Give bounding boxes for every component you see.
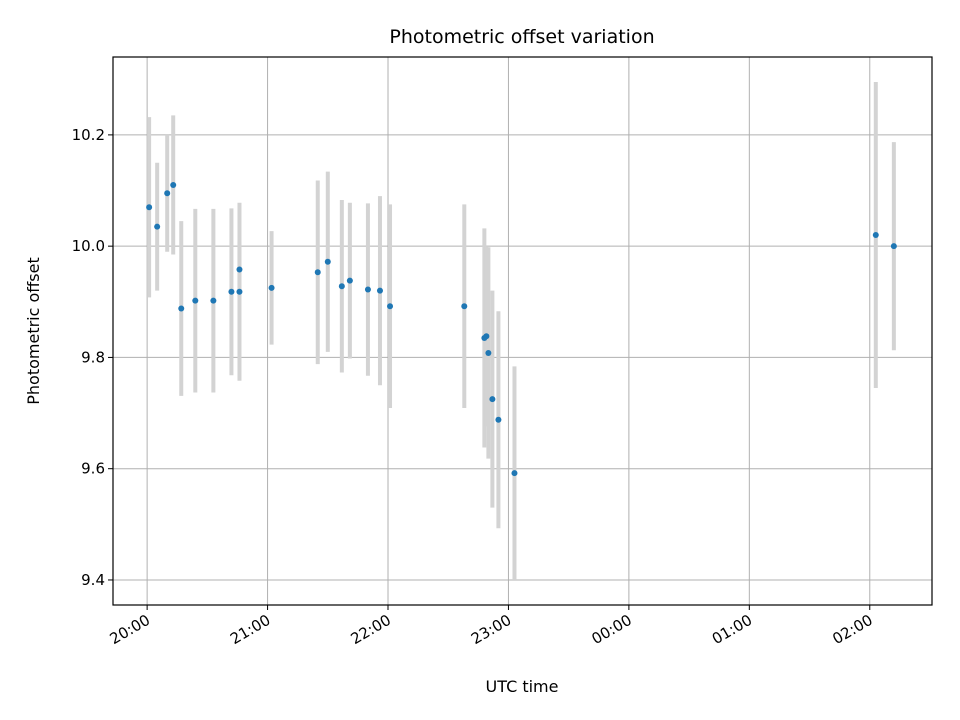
- data-point: [495, 416, 502, 423]
- data-point: [178, 305, 185, 312]
- data-point: [268, 284, 275, 291]
- data-point: [489, 396, 496, 403]
- y-tick-label: 10.0: [72, 237, 105, 255]
- data-point: [483, 333, 490, 340]
- data-point: [314, 269, 321, 276]
- data-point: [170, 181, 177, 188]
- chart-title: Photometric offset variation: [389, 26, 654, 48]
- x-tick-label: 02:00: [829, 611, 875, 648]
- y-axis: 9.4 9.6 9.8 10.0 10.2: [72, 126, 113, 589]
- data-point: [872, 232, 879, 239]
- plot-frame: [112, 56, 933, 606]
- x-tick-label: 20:00: [107, 611, 153, 648]
- data-point: [324, 258, 331, 265]
- data-point: [338, 283, 345, 290]
- x-tick-label: 22:00: [348, 611, 394, 648]
- data-point: [210, 297, 217, 304]
- y-tick-label: 9.6: [81, 460, 105, 478]
- x-tick-label: 21:00: [227, 611, 273, 648]
- data-point: [146, 204, 153, 211]
- x-tick-label: 23:00: [468, 611, 514, 648]
- data-point: [364, 286, 371, 293]
- data-point: [228, 288, 235, 295]
- data-point: [461, 303, 468, 310]
- data-point: [236, 288, 243, 295]
- data-point: [236, 266, 243, 273]
- errorbars: [147, 82, 896, 580]
- data-point: [485, 349, 492, 356]
- data-point: [154, 223, 161, 230]
- x-axis-label: UTC time: [486, 677, 559, 696]
- y-tick-label: 9.4: [81, 571, 105, 589]
- data-point: [346, 277, 353, 284]
- data-point: [511, 470, 518, 477]
- data-point: [192, 297, 199, 304]
- y-axis-label: Photometric offset: [24, 257, 43, 405]
- data-point: [164, 190, 171, 197]
- y-tick-label: 10.2: [72, 126, 105, 144]
- x-tick-label: 01:00: [709, 611, 755, 648]
- grid: [113, 57, 932, 605]
- data-points: [146, 181, 897, 477]
- x-tick-label: 00:00: [588, 611, 634, 648]
- data-point: [890, 243, 897, 250]
- data-point: [387, 303, 394, 310]
- x-axis: 20:00 21:00 22:00 23:00 00:00 01:00 02:00: [107, 605, 876, 648]
- y-tick-label: 9.8: [81, 348, 105, 366]
- data-point: [376, 287, 383, 294]
